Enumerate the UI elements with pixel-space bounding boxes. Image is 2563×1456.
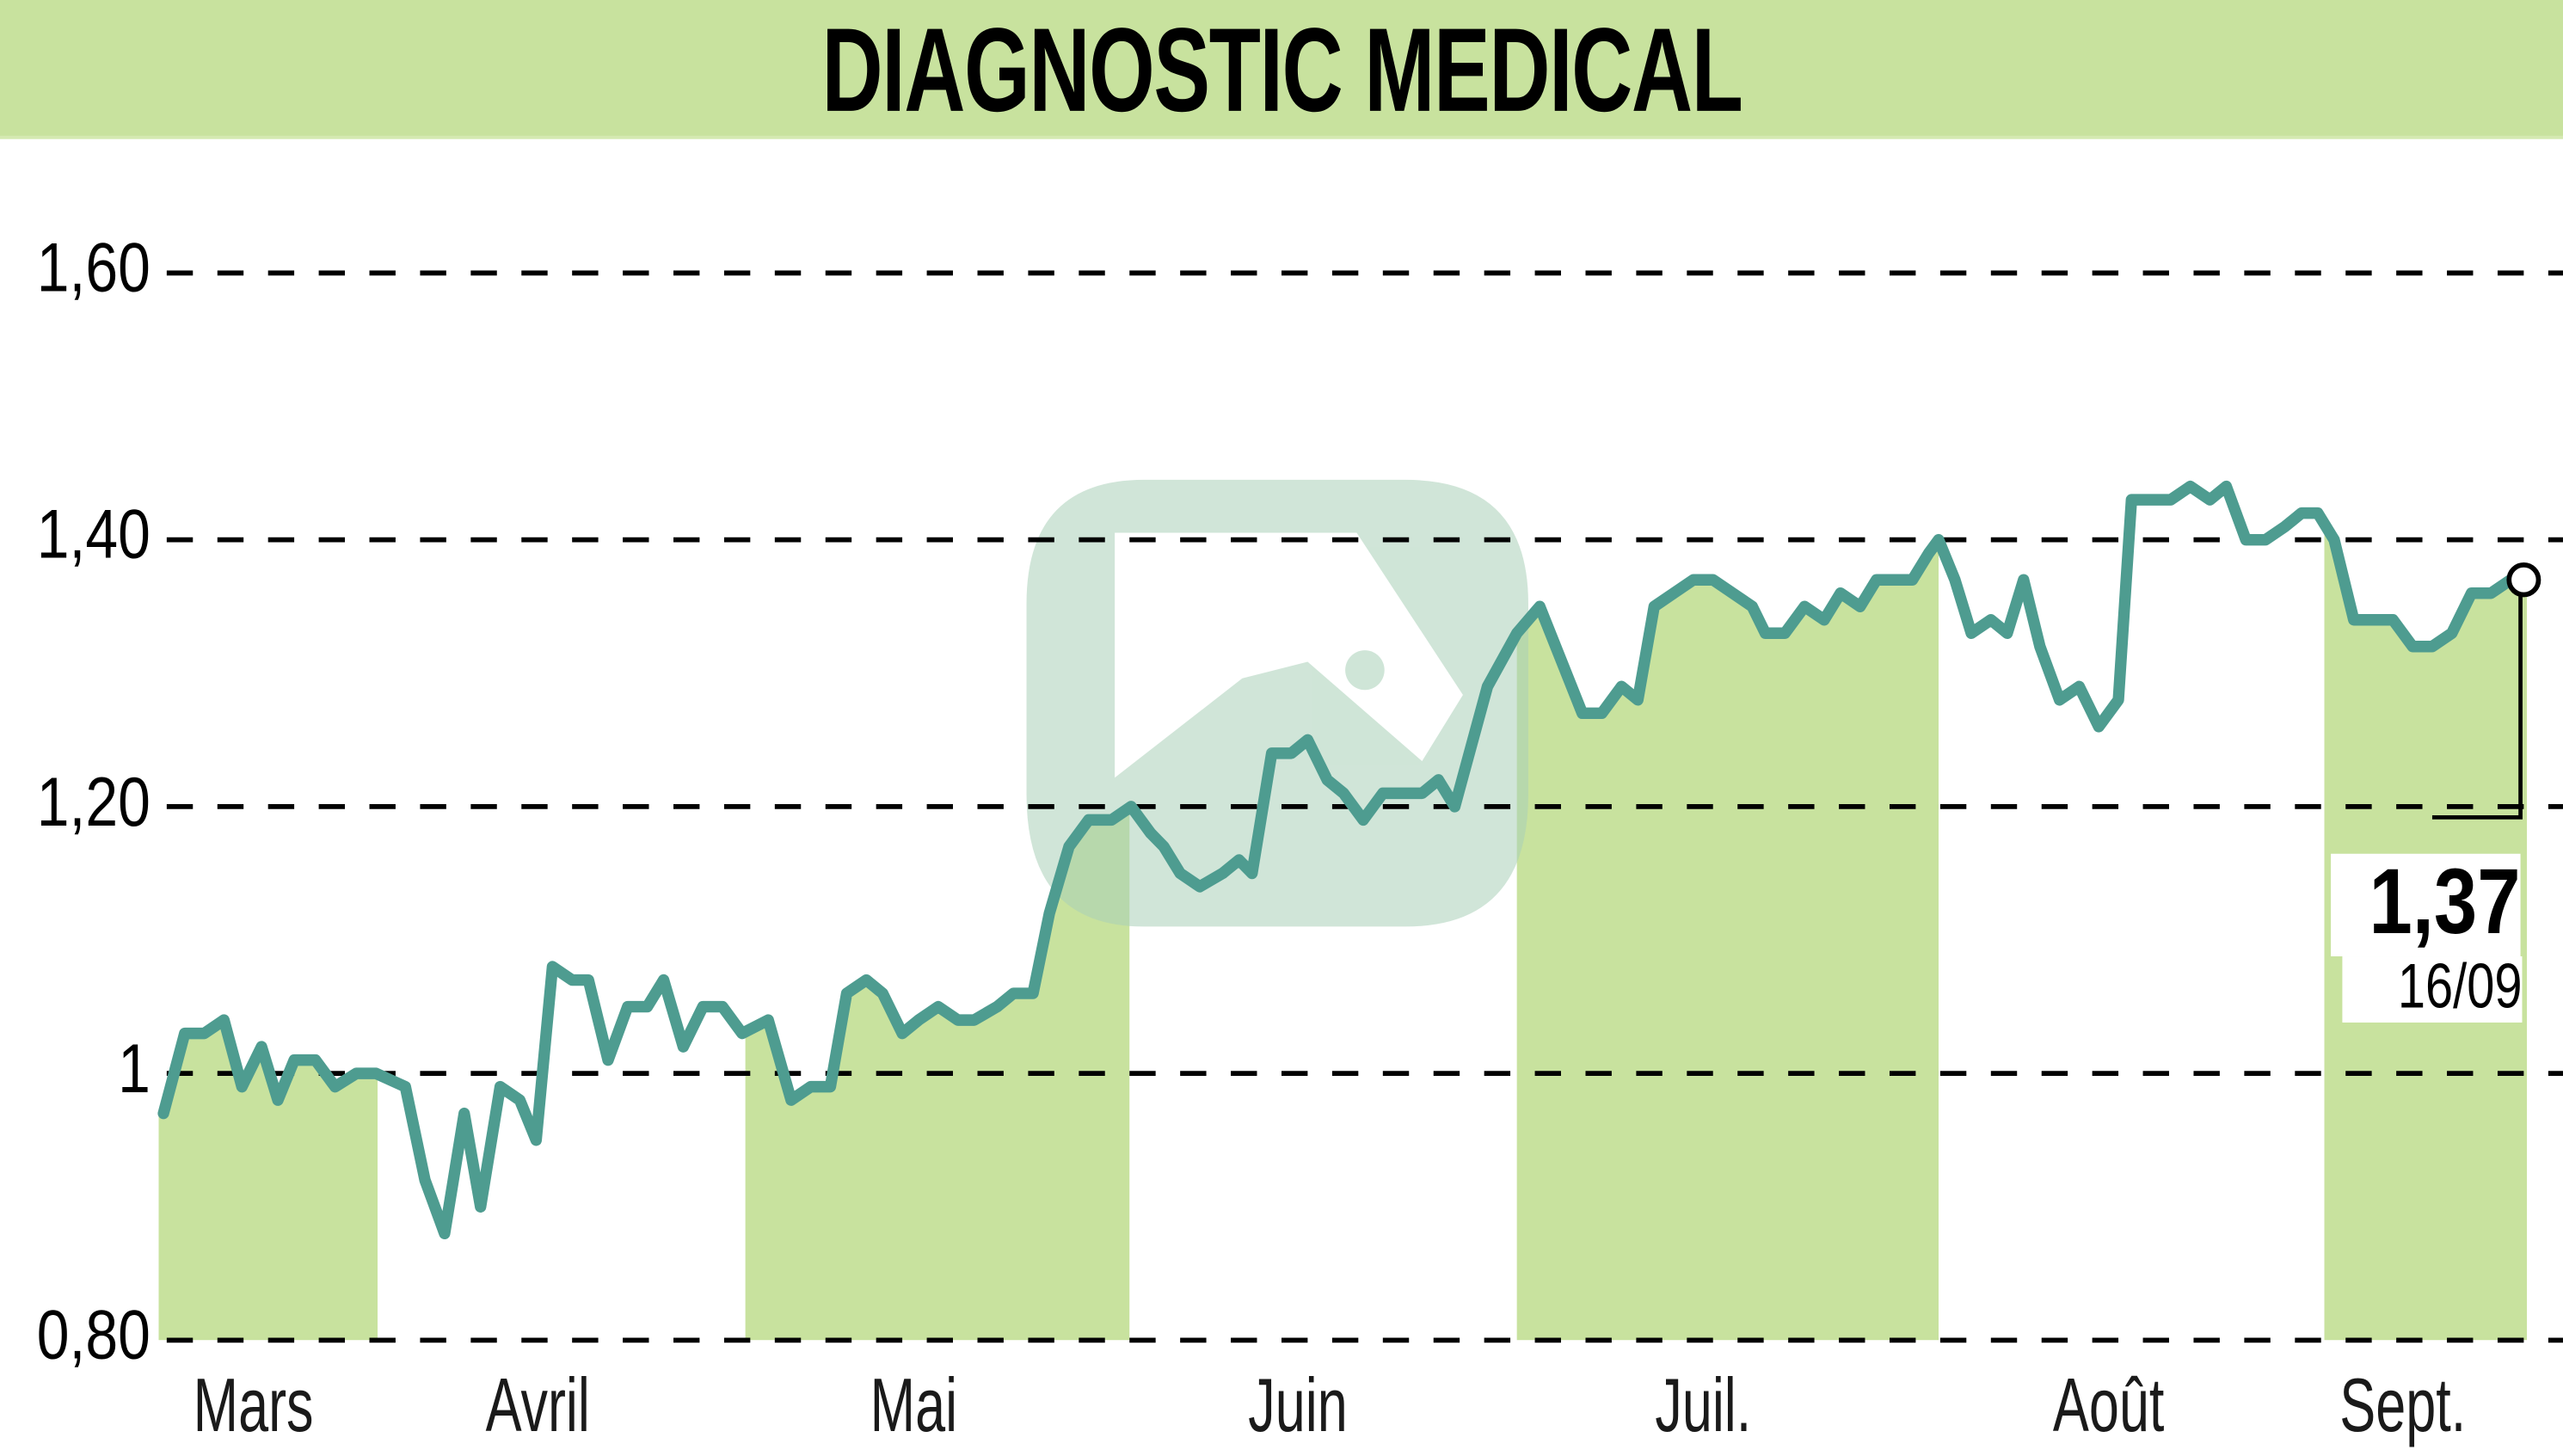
y-tick-label: 1,20: [36, 761, 151, 840]
last-date-box: [2342, 956, 2523, 1023]
x-tick-label: Avril: [485, 1361, 590, 1448]
gridlines: [166, 270, 2563, 1343]
y-tick-label: 1,60: [36, 228, 151, 306]
watermark-logo-icon: [1026, 479, 1528, 927]
price-line: [157, 480, 2533, 1240]
x-tick-label: Mai: [870, 1361, 958, 1448]
month-band-6: [2324, 486, 2528, 1341]
month-band-4: [1516, 486, 1939, 1341]
y-tick-label: 1: [118, 1029, 151, 1107]
x-tick-label: Sept.: [2339, 1361, 2467, 1448]
last-value-box: [2331, 853, 2521, 957]
y-tick-label: 1,40: [36, 495, 151, 574]
chart-title: DIAGNOSTIC MEDICAL: [821, 4, 1742, 138]
y-tick-label: 0,80: [36, 1295, 151, 1373]
month-band-0: [158, 486, 378, 1341]
x-tick-label: Août: [2052, 1361, 2165, 1448]
x-tick-label: Mars: [193, 1361, 314, 1448]
last-point-marker: [2506, 562, 2541, 598]
last-value-leader: [2431, 586, 2523, 820]
x-tick-label: Juil.: [1655, 1361, 1752, 1448]
x-tick-label: Juin: [1248, 1361, 1348, 1448]
last-date-label: 16/09: [2397, 953, 2523, 1023]
title-bar: DIAGNOSTIC MEDICAL: [0, 0, 2563, 139]
last-value-label: 1,37: [2369, 848, 2521, 954]
